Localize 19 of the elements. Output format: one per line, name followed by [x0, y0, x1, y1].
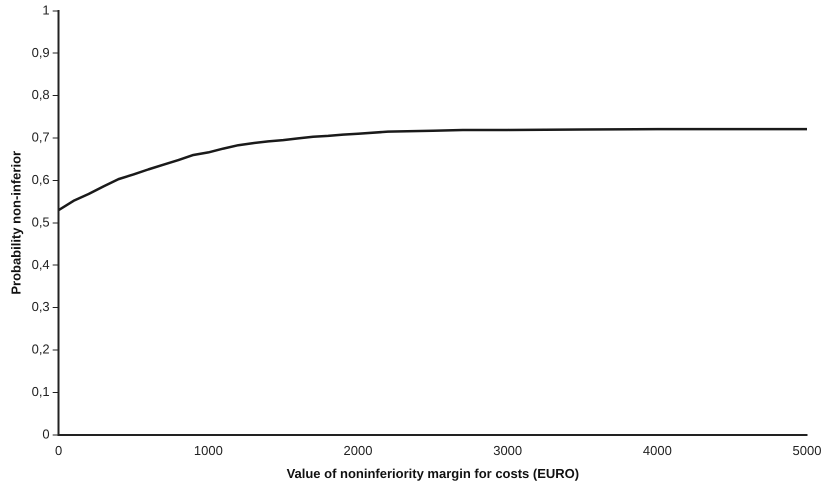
y-tick-label: 0,4	[32, 256, 50, 272]
y-tick-label: 0,3	[32, 299, 50, 314]
y-tick-label: 0	[42, 426, 50, 442]
y-tick-label: 0,2	[32, 342, 50, 357]
x-tick-label: 0	[55, 443, 62, 458]
y-axis-title: Probability non-inferior	[8, 150, 24, 295]
y-tick-label: 0,6	[32, 172, 50, 187]
x-tick-label: 4000	[642, 443, 672, 458]
y-tick-label: 0,9	[32, 44, 50, 60]
y-tick-label: 0,7	[32, 130, 50, 145]
y-tick-label: 0,5	[32, 214, 50, 230]
x-tick-label: 1000	[194, 443, 223, 458]
x-tick-label: 2000	[344, 443, 372, 458]
x-axis-title: Value of noninferiority margin for costs (EURO)	[286, 466, 580, 481]
y-tick-label: 0,1	[32, 384, 50, 399]
x-tick-label: 3000	[493, 443, 522, 458]
y-tick-label: 1	[42, 2, 50, 18]
y-tick-label: 0,8	[32, 87, 50, 102]
x-tick-label: 5000	[792, 443, 822, 458]
